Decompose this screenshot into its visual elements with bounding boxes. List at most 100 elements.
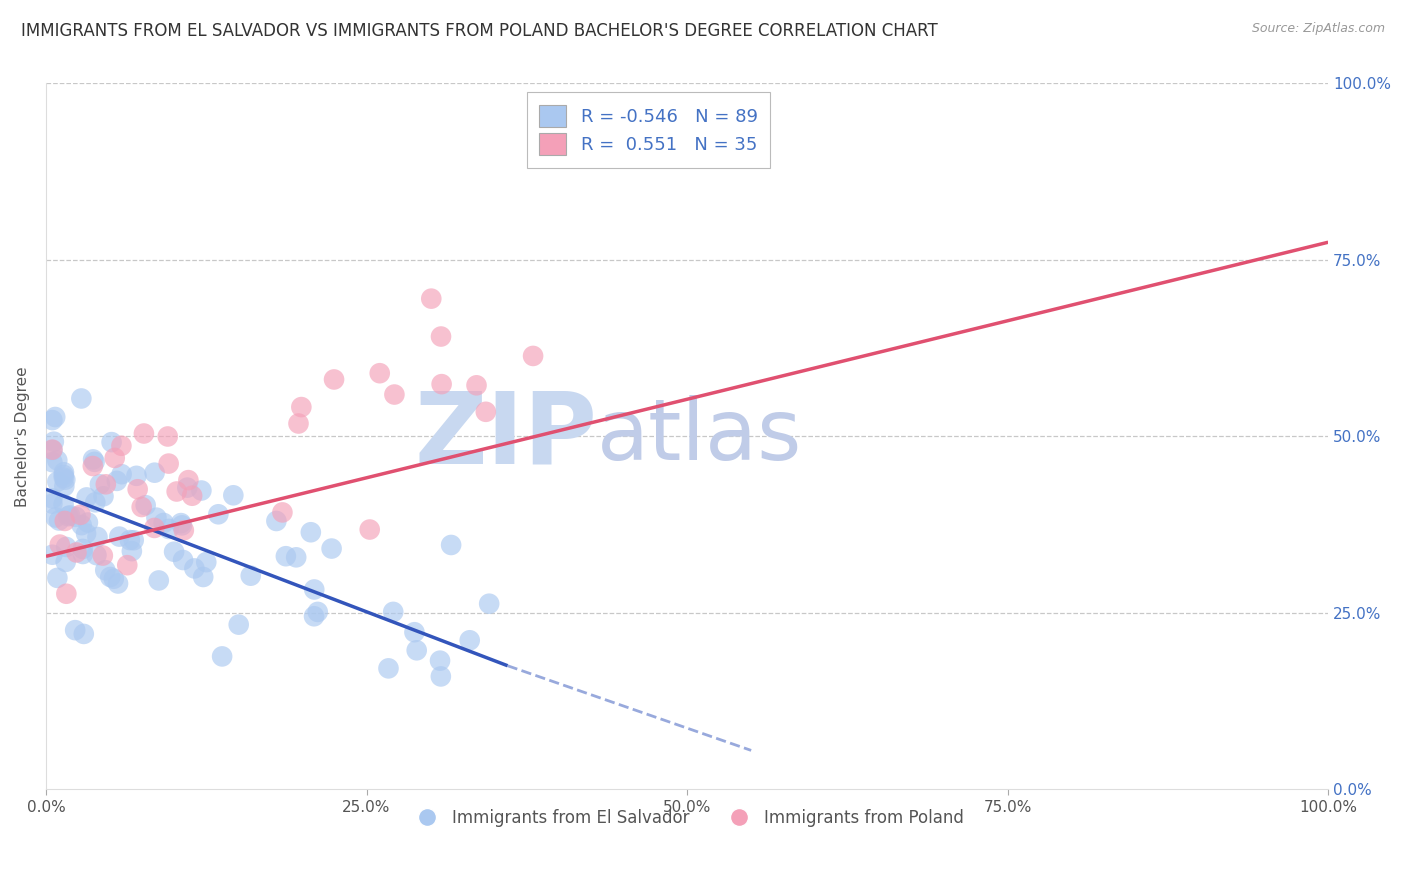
Point bbox=[94, 563, 117, 577]
Point bbox=[83, 455, 105, 469]
Point bbox=[429, 654, 451, 668]
Point bbox=[84, 495, 107, 509]
Point bbox=[478, 597, 501, 611]
Point bbox=[58, 509, 80, 524]
Point bbox=[152, 516, 174, 530]
Point bbox=[304, 582, 326, 597]
Point bbox=[55, 587, 77, 601]
Point bbox=[91, 549, 114, 563]
Point bbox=[104, 450, 127, 465]
Point bbox=[46, 571, 69, 585]
Point bbox=[72, 547, 94, 561]
Point bbox=[382, 605, 405, 619]
Text: atlas: atlas bbox=[598, 395, 803, 478]
Point bbox=[73, 627, 96, 641]
Text: ZIP: ZIP bbox=[415, 388, 598, 485]
Point bbox=[86, 548, 108, 562]
Point bbox=[430, 669, 453, 683]
Point bbox=[77, 516, 100, 530]
Point bbox=[100, 435, 122, 450]
Point bbox=[170, 518, 193, 533]
Point bbox=[266, 514, 288, 528]
Point bbox=[176, 481, 198, 495]
Point bbox=[44, 510, 66, 524]
Point bbox=[55, 540, 77, 554]
Point bbox=[82, 452, 104, 467]
Point bbox=[41, 455, 63, 469]
Point bbox=[228, 617, 250, 632]
Point bbox=[190, 483, 212, 498]
Point bbox=[122, 533, 145, 548]
Point bbox=[211, 649, 233, 664]
Point bbox=[163, 545, 186, 559]
Point bbox=[41, 497, 63, 511]
Point bbox=[359, 523, 381, 537]
Point bbox=[111, 467, 134, 482]
Point bbox=[52, 471, 75, 485]
Point bbox=[172, 553, 194, 567]
Point bbox=[271, 505, 294, 519]
Point bbox=[105, 474, 128, 488]
Point bbox=[110, 439, 132, 453]
Point bbox=[170, 516, 193, 530]
Point bbox=[458, 633, 481, 648]
Point bbox=[430, 329, 453, 343]
Point bbox=[65, 509, 87, 524]
Point bbox=[108, 530, 131, 544]
Point bbox=[440, 538, 463, 552]
Point bbox=[125, 468, 148, 483]
Point bbox=[173, 523, 195, 537]
Point bbox=[86, 530, 108, 544]
Point bbox=[368, 366, 391, 380]
Point bbox=[93, 489, 115, 503]
Point bbox=[82, 458, 104, 473]
Y-axis label: Bachelor's Degree: Bachelor's Degree bbox=[15, 366, 30, 507]
Point bbox=[157, 457, 180, 471]
Point bbox=[143, 521, 166, 535]
Point bbox=[299, 525, 322, 540]
Point bbox=[76, 491, 98, 505]
Point bbox=[44, 410, 66, 425]
Point bbox=[384, 387, 406, 401]
Point bbox=[307, 605, 329, 619]
Point bbox=[98, 570, 121, 584]
Point bbox=[135, 498, 157, 512]
Point bbox=[46, 453, 69, 467]
Point bbox=[465, 378, 488, 392]
Point bbox=[145, 510, 167, 524]
Point bbox=[107, 576, 129, 591]
Point bbox=[290, 400, 312, 414]
Point bbox=[70, 518, 93, 533]
Point bbox=[89, 477, 111, 491]
Point bbox=[53, 514, 76, 528]
Point bbox=[55, 555, 77, 569]
Point bbox=[127, 482, 149, 496]
Point bbox=[157, 522, 180, 536]
Point bbox=[70, 392, 93, 406]
Point bbox=[148, 574, 170, 588]
Point bbox=[143, 466, 166, 480]
Point bbox=[41, 413, 63, 427]
Point bbox=[377, 661, 399, 675]
Point bbox=[117, 558, 139, 573]
Point bbox=[222, 488, 245, 502]
Point bbox=[239, 568, 262, 582]
Point bbox=[63, 623, 86, 637]
Point bbox=[132, 426, 155, 441]
Point bbox=[323, 372, 346, 386]
Point bbox=[65, 545, 87, 559]
Text: IMMIGRANTS FROM EL SALVADOR VS IMMIGRANTS FROM POLAND BACHELOR'S DEGREE CORRELAT: IMMIGRANTS FROM EL SALVADOR VS IMMIGRANT… bbox=[21, 22, 938, 40]
Point bbox=[207, 508, 229, 522]
Point bbox=[41, 491, 63, 506]
Point bbox=[430, 377, 453, 392]
Point bbox=[522, 349, 544, 363]
Point bbox=[131, 500, 153, 514]
Point bbox=[52, 497, 75, 511]
Point bbox=[75, 526, 97, 541]
Point bbox=[52, 467, 75, 482]
Point bbox=[405, 643, 427, 657]
Point bbox=[42, 434, 65, 449]
Point bbox=[156, 429, 179, 443]
Legend: Immigrants from El Salvador, Immigrants from Poland: Immigrants from El Salvador, Immigrants … bbox=[404, 803, 970, 834]
Point bbox=[177, 473, 200, 487]
